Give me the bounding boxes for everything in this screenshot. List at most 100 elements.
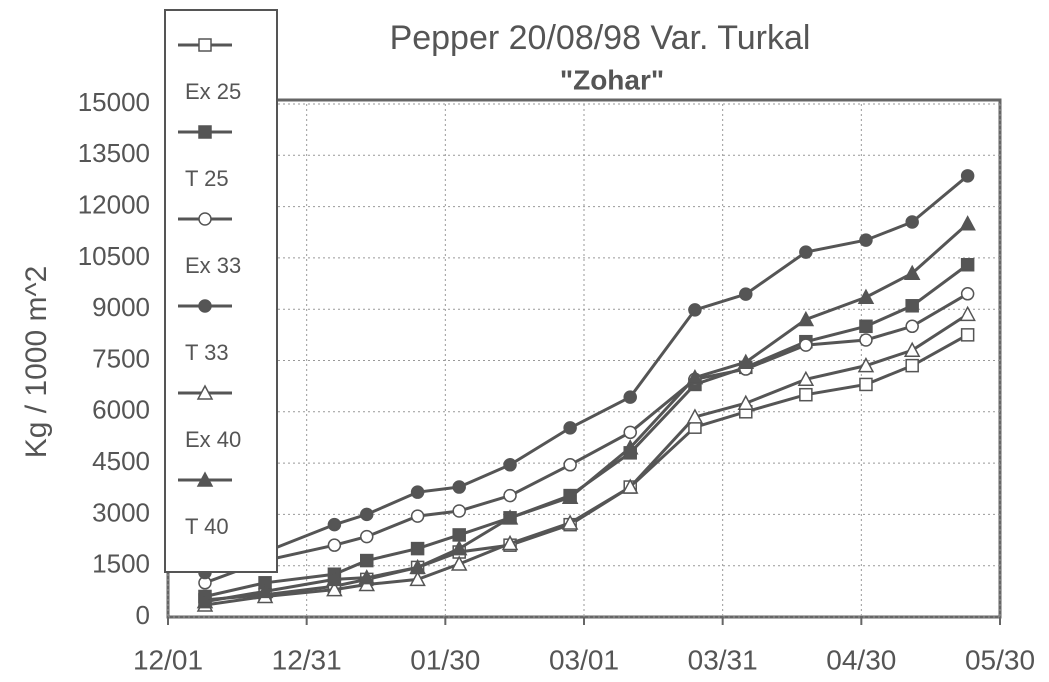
marker <box>903 341 921 357</box>
marker <box>198 125 212 139</box>
y-tick-label: 9000 <box>92 292 150 322</box>
chart-subtitle: "Zohar" <box>560 64 664 95</box>
marker <box>621 478 639 494</box>
marker <box>410 485 425 499</box>
legend-label: T 33 <box>185 340 229 365</box>
marker <box>903 264 921 281</box>
marker <box>327 538 342 552</box>
marker <box>358 569 376 585</box>
legend-label: T 25 <box>185 166 229 191</box>
marker <box>960 257 975 272</box>
marker <box>623 390 637 404</box>
legend-box <box>164 9 278 573</box>
marker <box>621 439 639 455</box>
marker <box>503 488 517 503</box>
y-tick-label: 6000 <box>92 395 150 425</box>
legend-label: Ex 40 <box>185 427 241 452</box>
series-line <box>204 333 969 602</box>
marker <box>450 555 468 571</box>
x-tick-label: 03/31 <box>688 644 758 675</box>
marker <box>905 299 919 313</box>
marker <box>410 509 425 523</box>
marker <box>327 517 342 532</box>
marker <box>198 299 212 313</box>
marker <box>859 233 873 247</box>
marker <box>452 504 466 518</box>
marker <box>686 369 704 385</box>
marker <box>256 582 274 599</box>
series-line <box>204 292 969 585</box>
marker <box>737 394 755 410</box>
marker <box>326 570 343 587</box>
series-line <box>204 263 969 598</box>
marker <box>410 541 425 556</box>
y-tick-label: 15000 <box>78 87 150 117</box>
marker <box>360 507 374 522</box>
marker <box>737 353 755 369</box>
x-tick-label: 04/30 <box>826 644 896 675</box>
x-tick-label: 03/01 <box>549 644 619 675</box>
marker <box>686 408 704 424</box>
y-tick-label: 13500 <box>78 138 150 168</box>
marker <box>797 370 815 387</box>
marker <box>326 581 343 597</box>
y-tick-label: 10500 <box>78 241 150 271</box>
marker <box>196 593 214 609</box>
marker <box>905 358 919 373</box>
marker <box>198 38 212 52</box>
legend: Ex 25 T 25 Ex 33 T 33 Ex 40 T 40 <box>164 9 278 573</box>
marker <box>857 357 875 373</box>
marker <box>563 458 577 472</box>
marker <box>799 338 813 352</box>
marker <box>959 215 976 231</box>
chart-title: Pepper 20/08/98 Var. Turkal <box>390 19 811 57</box>
x-tick-label: 01/30 <box>410 644 480 675</box>
marker <box>960 287 975 301</box>
marker <box>960 328 975 342</box>
marker <box>905 215 919 229</box>
legend-label: Ex 25 <box>185 79 241 104</box>
y-tick-label: 1500 <box>92 549 150 579</box>
marker <box>450 540 468 556</box>
y-tick-label: 12000 <box>78 189 150 219</box>
marker <box>960 169 975 183</box>
legend-label: Ex 33 <box>185 253 241 278</box>
marker <box>360 553 374 568</box>
marker <box>623 425 637 440</box>
marker <box>409 558 426 575</box>
marker <box>739 287 753 301</box>
y-axis-label: Kg / 1000 m^2 <box>20 266 53 459</box>
y-tick-label: 3000 <box>92 497 150 527</box>
legend-label: T 40 <box>185 514 229 539</box>
marker <box>959 305 976 322</box>
marker <box>452 528 466 542</box>
x-tick-label: 12/01 <box>133 644 203 675</box>
marker <box>501 509 519 525</box>
marker <box>688 303 702 317</box>
series-line <box>204 313 969 607</box>
marker <box>797 310 815 327</box>
marker <box>563 421 577 435</box>
y-tick-label: 7500 <box>92 343 150 373</box>
marker <box>501 534 519 551</box>
marker <box>799 387 813 402</box>
marker <box>196 471 214 487</box>
x-tick-label: 05/30 <box>965 644 1035 675</box>
marker <box>503 458 517 472</box>
marker <box>905 319 919 334</box>
series-line <box>204 222 969 604</box>
marker <box>857 288 875 304</box>
y-tick-label: 4500 <box>92 446 150 476</box>
marker <box>561 514 579 530</box>
marker <box>859 333 873 347</box>
x-tick-label: 12/31 <box>272 644 342 675</box>
marker <box>409 570 426 587</box>
y-tick-label: 0 <box>136 600 150 630</box>
marker <box>859 377 873 392</box>
marker <box>859 319 873 334</box>
marker <box>799 245 813 259</box>
marker <box>561 488 579 505</box>
marker <box>196 384 214 400</box>
marker <box>360 529 374 544</box>
